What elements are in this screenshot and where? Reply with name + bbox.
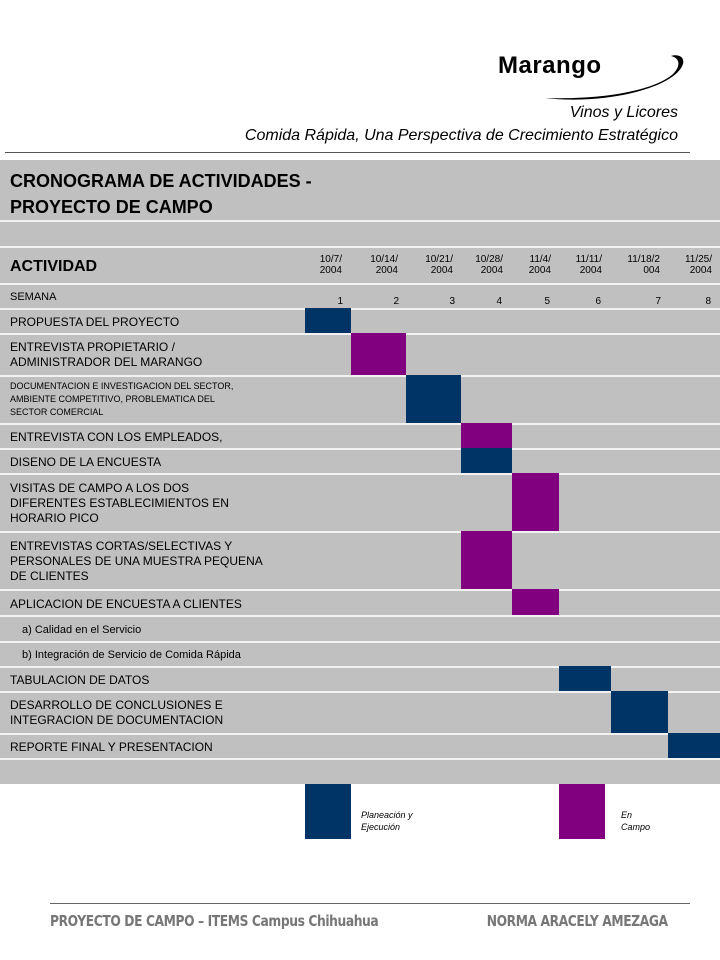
company-logo: Marango bbox=[498, 52, 602, 79]
gantt-bar-planeacion bbox=[406, 375, 461, 423]
week-number: 6 bbox=[595, 296, 601, 307]
activity-row: REPORTE FINAL Y PRESENTACION bbox=[0, 733, 720, 758]
subtitle-project: Comida Rápida, Una Perspectiva de Crecim… bbox=[244, 127, 678, 144]
week-date-header: 11/18/2 004 bbox=[627, 254, 660, 276]
table-title: CRONOGRAMA DE ACTIVIDADES - PROYECTO DE … bbox=[10, 171, 312, 217]
logo-swoosh-icon bbox=[545, 55, 684, 100]
legend-swatch-planeacion bbox=[305, 784, 351, 839]
activity-row: PROPUESTA DEL PROYECTO bbox=[0, 308, 720, 333]
footer-project: PROYECTO DE CAMPO – ITEMS Campus Chihuah… bbox=[50, 912, 379, 930]
header-divider bbox=[5, 152, 690, 153]
week-date-header: 10/14/2004 bbox=[370, 254, 398, 276]
activity-subrow: a) Calidad en el Servicio bbox=[0, 615, 720, 641]
week-date-header: 11/11/2004 bbox=[575, 254, 602, 276]
gantt-bar-planeacion bbox=[559, 666, 611, 691]
activity-row: ENTREVISTAS CORTAS/SELECTIVAS Y PERSONALE… bbox=[0, 531, 720, 589]
legend-label-campo: En Campo bbox=[621, 810, 651, 832]
gantt-bar-campo bbox=[512, 473, 559, 531]
week-number: 8 bbox=[705, 296, 711, 307]
gantt-bar-planeacion bbox=[611, 691, 668, 733]
subtitle-wines: Vinos y Licores bbox=[569, 104, 678, 121]
semana-label: SEMANA bbox=[10, 291, 57, 303]
week-date-header: 10/7/2004 bbox=[319, 254, 342, 276]
activity-row: DOCUMENTACION E INVESTIGACION DEL SECTOR… bbox=[0, 375, 720, 423]
gantt-bar-campo bbox=[461, 531, 512, 589]
spacer-row bbox=[0, 220, 720, 246]
actividad-header: ACTIVIDAD bbox=[10, 258, 98, 275]
legend-label-planeacion: Planeación y Ejecución bbox=[361, 810, 413, 832]
activity-row: ENTREVISTA CON LOS EMPLEADOS, bbox=[0, 423, 720, 448]
week-number: 2 bbox=[393, 296, 399, 307]
activity-row: TABULACION DE DATOS bbox=[0, 666, 720, 691]
week-date-header: 11/25/2004 bbox=[684, 254, 712, 276]
week-date-header: 10/28/2004 bbox=[475, 254, 503, 276]
week-date-header: 10/21/2004 bbox=[425, 254, 453, 276]
title-row: CRONOGRAMA DE ACTIVIDADES - PROYECTO DE … bbox=[0, 160, 720, 220]
gantt-bar-campo bbox=[461, 423, 512, 448]
week-date-header: 11/4/2004 bbox=[528, 254, 551, 276]
gantt-bar-planeacion bbox=[305, 308, 351, 333]
semana-row: SEMANA 1 2 3 4 5 6 7 8 bbox=[0, 283, 720, 308]
gantt-bar-campo bbox=[351, 333, 406, 375]
gantt-bar-planeacion bbox=[461, 448, 512, 473]
week-number: 7 bbox=[655, 296, 661, 307]
week-number: 3 bbox=[449, 296, 455, 307]
week-number: 1 bbox=[337, 296, 343, 307]
gantt-bar-campo bbox=[512, 589, 559, 615]
dates-row: ACTIVIDAD 10/7/2004 10/14/2004 10/21/2004 1… bbox=[0, 246, 720, 283]
footer-author: NORMA ARACELY AMEZAGA bbox=[487, 912, 668, 930]
week-number: 5 bbox=[544, 296, 550, 307]
activity-row: DESARROLLO DE CONCLUSIONES E INTEGRACION … bbox=[0, 691, 720, 733]
activity-row: APLICACION DE ENCUESTA A CLIENTES bbox=[0, 589, 720, 615]
activity-row: VISITAS DE CAMPO A LOS DOS DIFERENTES EST… bbox=[0, 473, 720, 531]
footer-divider bbox=[50, 903, 690, 904]
legend-swatch-campo bbox=[559, 784, 605, 839]
gantt-bar-planeacion bbox=[668, 733, 720, 758]
activity-row: DISENO DE LA ENCUESTA bbox=[0, 448, 720, 473]
spacer-row bbox=[0, 758, 720, 784]
activity-subrow: b) Integración de Servicio de Comida Ráp… bbox=[0, 641, 720, 666]
week-number: 4 bbox=[496, 296, 502, 307]
